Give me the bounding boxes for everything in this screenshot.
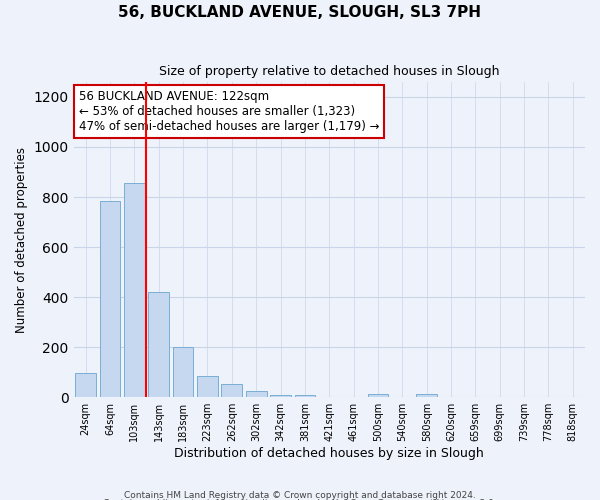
X-axis label: Distribution of detached houses by size in Slough: Distribution of detached houses by size … [175,447,484,460]
Bar [368,394,388,397]
Bar [173,347,193,397]
Bar [124,184,145,397]
Text: 56, BUCKLAND AVENUE, SLOUGH, SL3 7PH: 56, BUCKLAND AVENUE, SLOUGH, SL3 7PH [119,5,482,20]
Y-axis label: Number of detached properties: Number of detached properties [15,146,28,332]
Bar [100,201,121,397]
Bar [197,376,218,397]
Title: Size of property relative to detached houses in Slough: Size of property relative to detached ho… [159,65,500,78]
Bar [148,292,169,397]
Bar [76,374,96,397]
Bar [221,384,242,397]
Bar [416,394,437,397]
Bar [295,395,315,397]
Bar [246,391,266,397]
Text: Contains HM Land Registry data © Crown copyright and database right 2024.: Contains HM Land Registry data © Crown c… [124,490,476,500]
Text: 56 BUCKLAND AVENUE: 122sqm
← 53% of detached houses are smaller (1,323)
47% of s: 56 BUCKLAND AVENUE: 122sqm ← 53% of deta… [79,90,379,133]
Bar [270,394,291,397]
Text: Contains public sector information licensed under the Open Government Licence v3: Contains public sector information licen… [103,499,497,500]
